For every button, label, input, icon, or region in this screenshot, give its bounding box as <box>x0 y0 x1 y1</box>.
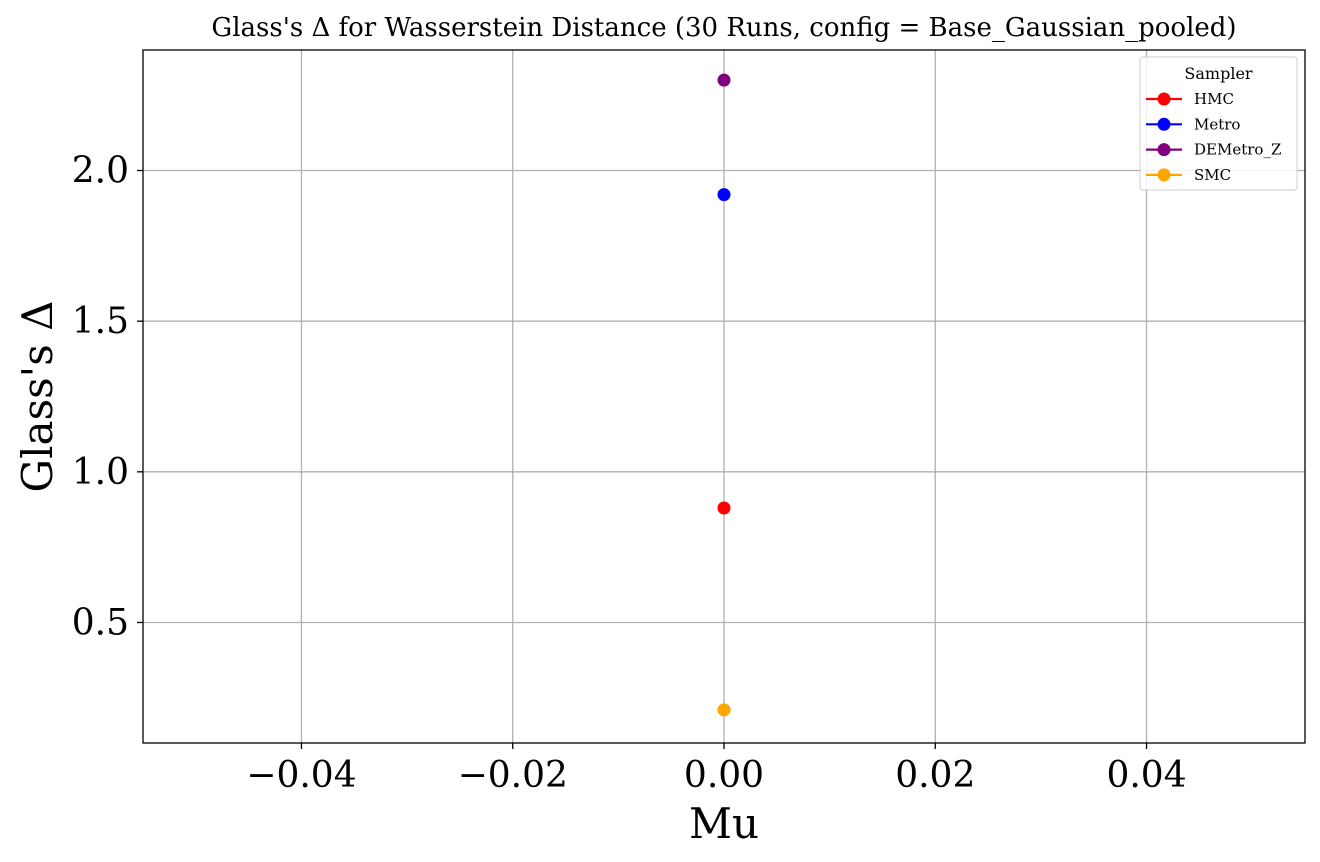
y-tick-label: 1.5 <box>72 301 129 342</box>
x-tick-label: 0.00 <box>684 755 764 796</box>
y-tick-label: 1.0 <box>72 452 129 493</box>
legend-label-smc: SMC <box>1194 166 1231 184</box>
legend-label-demetro-z: DEMetro_Z <box>1194 141 1281 159</box>
legend-title: Sampler <box>1184 64 1253 83</box>
legend: Sampler HMC Metro DEMetro_Z SMC <box>1139 56 1298 191</box>
y-tick-label: 0.5 <box>72 602 129 643</box>
ticks-layer: −0.04 −0.02 0.00 0.02 0.04 0.5 1.0 1.5 2.0 <box>72 151 1187 796</box>
data-point-demetro-z <box>717 73 731 87</box>
legend-items: HMC Metro DEMetro_Z SMC <box>1146 90 1281 184</box>
legend-marker-demetro-z <box>1157 143 1171 157</box>
legend-label-metro: Metro <box>1194 115 1240 133</box>
data-point-metro <box>717 188 731 202</box>
x-tick-label: 0.04 <box>1106 755 1186 796</box>
legend-marker-hmc <box>1157 92 1171 106</box>
grid-layer <box>143 50 1305 743</box>
legend-marker-metro <box>1157 117 1171 131</box>
x-tick-label: −0.02 <box>458 755 568 796</box>
y-axis-label: Glass's Δ <box>13 301 62 493</box>
legend-label-hmc: HMC <box>1194 90 1234 108</box>
chart-title: Glass's Δ for Wasserstein Distance (30 R… <box>211 13 1236 43</box>
marks-layer <box>717 73 731 717</box>
x-tick-label: 0.02 <box>895 755 975 796</box>
x-tick-label: −0.04 <box>246 755 356 796</box>
legend-box <box>1139 56 1298 191</box>
y-tick-label: 2.0 <box>72 151 129 192</box>
legend-marker-smc <box>1157 168 1171 182</box>
x-axis-label: Mu <box>689 799 759 848</box>
data-point-hmc <box>717 501 731 515</box>
data-point-smc <box>717 703 731 717</box>
